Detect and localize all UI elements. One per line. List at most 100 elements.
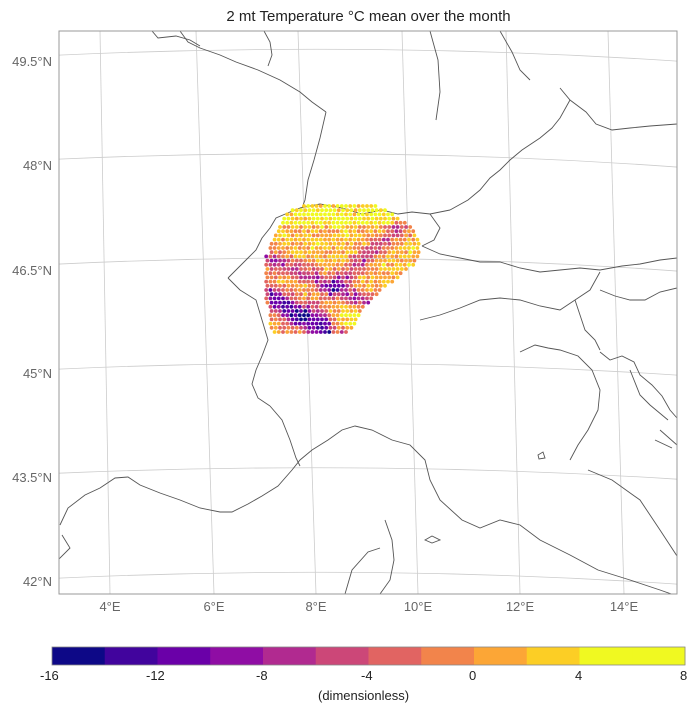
temperature-point: [365, 229, 369, 234]
temperature-point: [352, 254, 357, 259]
temperature-point: [352, 288, 357, 292]
temperature-point: [297, 229, 302, 234]
temperature-point: [314, 304, 319, 309]
temperature-point: [353, 225, 358, 229]
temperature-point: [332, 317, 337, 322]
temperature-point: [293, 271, 298, 276]
temperature-point: [402, 262, 407, 267]
lat-label: 46.5°N: [12, 263, 52, 278]
temperature-point: [357, 267, 362, 271]
temperature-point: [331, 254, 336, 259]
temperature-point: [327, 220, 332, 225]
temperature-point: [327, 330, 332, 334]
temperature-point: [341, 250, 345, 255]
temperature-point: [299, 241, 303, 246]
temperature-point: [327, 262, 332, 267]
temperature-point: [278, 225, 282, 229]
temperature-point: [404, 225, 408, 229]
temperature-point: [323, 271, 327, 276]
temperature-point: [294, 317, 299, 322]
temperature-point: [332, 233, 337, 238]
temperature-point: [366, 233, 371, 238]
lat-label: 49.5°N: [12, 54, 52, 69]
temperature-point: [307, 250, 312, 255]
temperature-point: [381, 279, 386, 284]
temperature-point: [357, 233, 362, 238]
temperature-point: [297, 246, 302, 250]
temperature-point: [281, 246, 285, 250]
temperature-point: [320, 258, 324, 263]
temperature-point: [310, 321, 315, 326]
temperature-point: [286, 283, 291, 288]
temperature-point: [286, 233, 291, 238]
temperature-point: [356, 296, 361, 301]
temperature-point: [306, 296, 311, 301]
temperature-point: [273, 309, 278, 313]
temperature-point: [327, 288, 332, 292]
temperature-point: [344, 262, 348, 267]
temperature-point: [339, 254, 344, 259]
temperature-point: [339, 220, 344, 225]
temperature-point: [345, 258, 350, 263]
temperature-point: [268, 321, 273, 326]
colorbar-frame: [51, 646, 686, 666]
temperature-point: [314, 254, 319, 259]
temperature-point: [332, 309, 337, 313]
temperature-point: [357, 225, 362, 229]
temperature-point: [324, 250, 329, 255]
temperature-point: [344, 229, 348, 234]
temperature-point: [345, 283, 350, 288]
temperature-point: [369, 262, 374, 267]
temperature-point: [268, 288, 273, 292]
temperature-point: [273, 300, 278, 305]
temperature-point: [299, 283, 303, 288]
temperature-point: [268, 254, 273, 259]
temperature-point: [328, 250, 333, 255]
temperature-point: [278, 233, 282, 238]
temperature-point: [370, 233, 375, 238]
temperature-point: [323, 262, 327, 267]
temperature-point: [318, 254, 323, 259]
temperature-point: [373, 220, 378, 225]
temperature-point: [362, 300, 366, 305]
temperature-point: [299, 317, 303, 322]
temperature-point: [320, 300, 324, 305]
temperature-point: [336, 258, 341, 263]
temperature-point: [332, 216, 337, 221]
temperature-point: [386, 229, 390, 234]
temperature-point: [378, 258, 383, 263]
temperature-point: [303, 317, 308, 322]
temperature-point: [370, 292, 375, 297]
temperature-point: [404, 267, 408, 271]
temperature-point: [285, 288, 290, 292]
temperature-point: [395, 267, 400, 271]
temperature-point: [386, 271, 390, 276]
temperature-point: [269, 325, 274, 330]
temperature-point: [362, 275, 366, 280]
temperature-point: [360, 288, 365, 292]
temperature-point: [320, 325, 324, 330]
temperature-point: [286, 292, 291, 297]
temperature-point: [394, 237, 399, 242]
temperature-point: [315, 300, 320, 305]
temperature-point: [311, 250, 316, 255]
temperature-point: [331, 296, 336, 301]
temperature-point: [357, 292, 362, 297]
temperature-point: [407, 254, 411, 259]
temperature-point: [299, 216, 303, 221]
temperature-point: [357, 216, 362, 221]
temperature-point: [398, 246, 403, 250]
temperature-point: [381, 237, 386, 242]
temperature-point: [398, 271, 403, 276]
temperature-point: [303, 233, 308, 238]
temperature-point: [306, 229, 311, 234]
temperature-point: [348, 220, 353, 225]
colorbar-swatch: [315, 647, 369, 665]
temperature-point: [265, 275, 270, 280]
temperature-point: [265, 300, 270, 305]
temperature-point: [327, 246, 332, 250]
temperature-point: [341, 283, 345, 288]
temperature-point: [302, 237, 306, 242]
temperature-point: [281, 237, 285, 242]
temperature-point: [314, 212, 319, 217]
